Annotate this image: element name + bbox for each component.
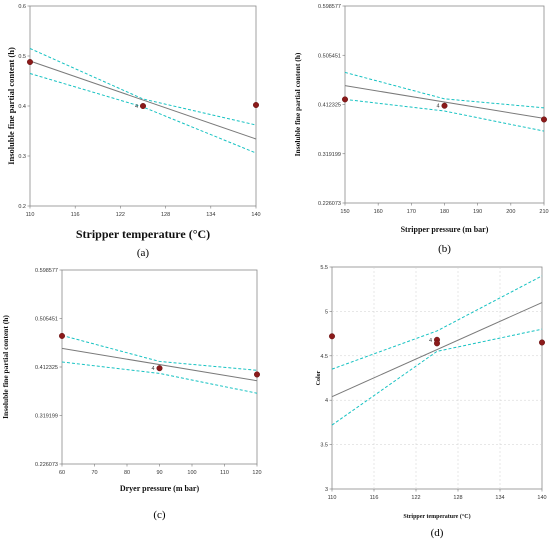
center-point-count-label: 4 [135,104,138,110]
y-tick-label: 0.226073 [318,201,341,207]
data-point [539,339,546,346]
center-point-count-label: 4 [151,366,154,372]
x-tick-label: 128 [453,495,462,501]
y-tick-label: 4.5 [320,354,328,360]
data-point [541,116,548,123]
chart-4: 110 116 122 128 134 140 3 3.5 4 4.5 5 5.5 4 Stripper … [316,265,547,539]
x-tick-label: 210 [539,209,548,215]
chart-2: 150 160 170 180 190 200 210 0.226073 0.319199 0.4… [293,4,549,255]
x-tick-label: 100 [187,470,196,476]
figure-caption: (d) [431,527,444,539]
x-tick-label: 110 [220,470,229,476]
x-tick-label: 122 [411,495,420,501]
center-point-count-label: 4 [436,104,439,110]
y-axis-label: Color [316,370,322,385]
data-point [139,102,146,109]
data-point [434,340,441,347]
figure-caption: (a) [137,247,150,259]
x-tick-label: 120 [252,470,261,476]
x-tick-label: 180 [440,209,449,215]
y-tick-label: 0.412325 [318,103,341,109]
y-tick-label: 0.598577 [35,268,58,274]
x-tick-label: 80 [124,470,130,476]
y-tick-label: 4 [325,398,328,404]
x-tick-label: 60 [59,470,65,476]
confidence-band-upper [29,48,257,126]
y-tick-label: 0.4 [18,104,26,110]
x-tick-label: 110 [328,495,337,501]
data-point [329,333,336,340]
fit-line [331,302,543,398]
data-point [342,96,349,103]
y-tick-label: 0.505451 [318,53,341,59]
y-axis-label: Insoluble fine partial content (h) [293,52,302,156]
x-tick-label: 170 [407,209,416,215]
confidence-band-upper [331,275,543,370]
confidence-band-lower [61,361,258,394]
x-tick-label: 90 [156,470,162,476]
x-axis-label: Stripper pressure (m bar) [401,225,489,234]
x-tick-label: 160 [374,209,383,215]
figure-caption: (b) [438,243,451,255]
x-tick-label: 70 [91,470,97,476]
x-tick-label: 150 [340,209,349,215]
figure-caption: (c) [153,509,166,521]
data-point [252,101,259,108]
x-tick-label: 110 [26,212,35,218]
y-tick-label: 5.5 [320,265,328,271]
x-axis-label: Stripper temperature (°C) [403,513,470,520]
y-tick-label: 0.226073 [35,462,58,468]
x-axis-label: Dryer pressure (m bar) [120,484,200,493]
confidence-band-lower [344,98,545,132]
y-tick-label: 5 [325,309,328,315]
y-tick-label: 3.5 [320,443,328,449]
x-tick-label: 134 [495,495,504,501]
chart-1: 110 116 122 128 134 140 0.2 0.3 0.4 0.5 0.6 4 Stripp… [6,4,261,259]
fit-line [29,60,257,140]
fit-line [61,347,258,382]
chart-3: 60 70 80 90 100 110 120 0.226073 0.319199 0.41232… [1,268,262,521]
x-tick-label: 116 [71,212,80,218]
x-axis-label: Stripper temperature (°C) [76,227,210,241]
x-tick-label: 134 [206,212,215,218]
y-axis-label: Insoluble fine partial content (h) [1,315,10,419]
x-tick-label: 122 [116,212,125,218]
y-tick-label: 0.412325 [35,365,58,371]
data-point [441,102,448,109]
y-axis-label: Insoluble fine partial content (h) [6,47,16,165]
y-tick-label: 3 [325,487,328,493]
y-tick-label: 0.598577 [318,4,341,10]
y-tick-label: 0.319199 [35,414,58,420]
confidence-band-upper [344,71,545,109]
y-tick-label: 0.3 [18,154,26,160]
x-tick-label: 140 [537,495,546,501]
confidence-band-upper [61,334,258,371]
confidence-band-lower [331,328,543,426]
x-tick-label: 140 [251,212,260,218]
plot-frame [331,266,543,490]
y-tick-label: 0.6 [18,4,26,10]
x-tick-label: 190 [473,209,482,215]
data-point [156,365,163,372]
y-tick-label: 0.319199 [318,152,341,158]
x-tick-label: 200 [506,209,515,215]
y-tick-label: 0.505451 [35,317,58,323]
y-tick-label: 0.2 [18,204,26,210]
x-tick-label: 116 [370,495,379,501]
y-tick-label: 0.5 [18,54,26,60]
data-point [253,371,260,378]
fit-line [344,85,545,119]
x-tick-label: 128 [161,212,170,218]
data-point [59,332,66,339]
data-point [27,59,34,66]
center-point-count-label: 4 [429,338,432,344]
